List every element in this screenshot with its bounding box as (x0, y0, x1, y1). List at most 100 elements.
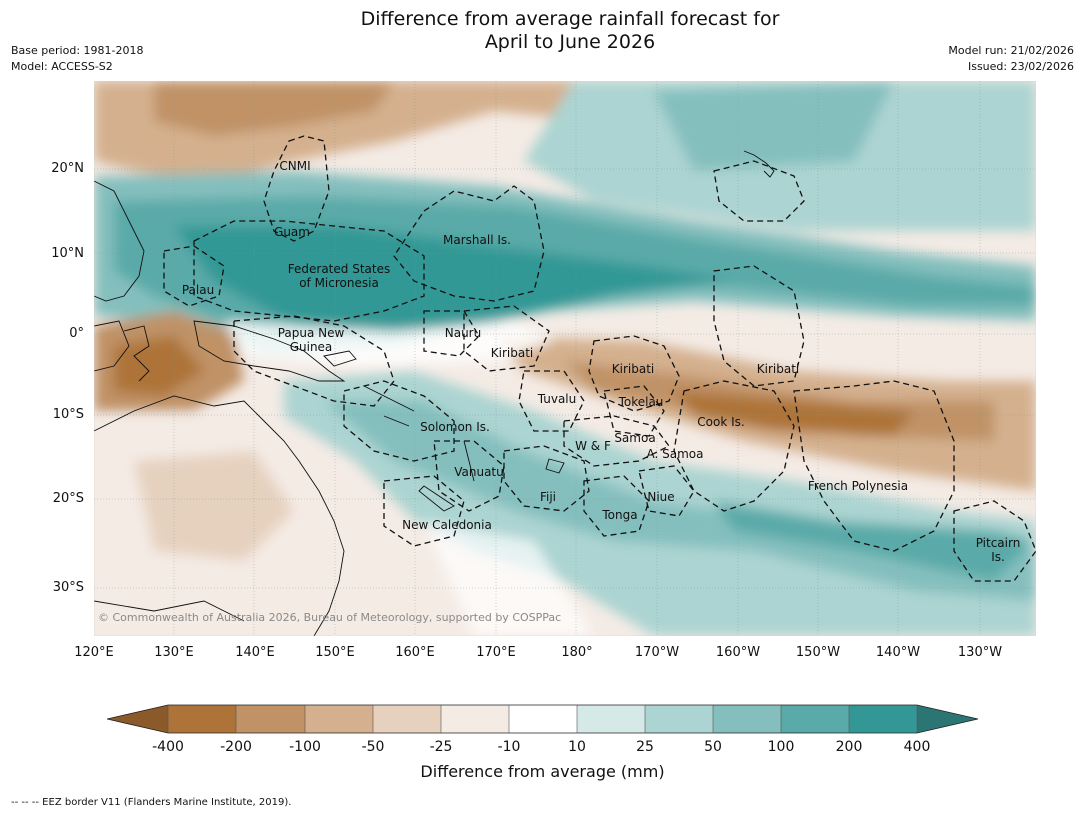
colorbar: -400 -200 -100 -50 -25 -10 10 25 50 100 … (107, 704, 979, 755)
label-samoa: Samoa (614, 431, 655, 445)
lon-label-140e: 140°E (235, 645, 275, 660)
eez-borders (163, 135, 1036, 582)
colorbar-tick-12: 400 (904, 739, 931, 755)
colorbar-swatch-2 (236, 705, 305, 733)
eez-tokelau (603, 385, 665, 437)
colorbar-dividers (167, 705, 918, 733)
colorbar-swatch-1 (168, 705, 236, 733)
coast-new-guinea (193, 320, 346, 382)
colorbar-swatch-3 (305, 705, 373, 733)
dry-australia-patch (134, 451, 294, 561)
eez-fiji (503, 445, 590, 512)
eez-png (233, 315, 395, 407)
colorbar-swatch-6 (509, 705, 577, 733)
label-new-caledonia: New Caledonia (402, 518, 492, 532)
eez-new-caledonia (383, 475, 465, 547)
dry-band-north-core (154, 81, 394, 136)
coast-vanuatu (463, 440, 475, 482)
colorbar-tick-7: 10 (568, 739, 586, 755)
eez-french-polynesia (793, 380, 955, 552)
eez-niue (638, 465, 695, 517)
place-labels: CNMI Guam Marshall Is. Federated States … (182, 159, 1020, 564)
model-name: Model: ACCESS-S2 (11, 60, 113, 73)
label-kiribati-central: Kiribati (612, 362, 654, 376)
dry-west-indonesia-core (114, 336, 204, 396)
lat-label-20n: 20°N (51, 161, 84, 176)
label-pitcairn-2: Is. (991, 550, 1005, 564)
lon-label-180: 180° (561, 645, 593, 660)
label-pitcairn-1: Pitcairn (976, 536, 1021, 550)
eez-cnmi-guam (263, 135, 330, 242)
lon-label-170e: 170°E (476, 645, 516, 660)
label-png-1: Papua New (278, 326, 345, 340)
meta-left: Base period: 1981-2018 Model: ACCESS-S2 (11, 43, 143, 75)
colorbar-tick-6: -10 (498, 739, 521, 755)
dry-tongue-max (674, 391, 914, 436)
colorbar-tick-11: 200 (836, 739, 863, 755)
eez-vanuatu (433, 440, 505, 512)
eez-cook (673, 380, 795, 512)
coast-borneo (94, 320, 130, 372)
eez-solomon (343, 380, 455, 462)
lon-label-120e: 120°E (74, 645, 114, 660)
lon-label-150w: 150°W (795, 645, 841, 660)
label-fsm-2: of Micronesia (299, 276, 379, 290)
colorbar-label: Difference from average (mm) (420, 762, 665, 781)
title-line-1: Difference from average rainfall forecas… (360, 8, 780, 30)
label-cnmi: CNMI (279, 159, 310, 173)
label-guam: Guam (274, 225, 310, 239)
label-nauru: Nauru (445, 326, 481, 340)
lon-label-160e: 160°E (395, 645, 435, 660)
colorbar-swatch-8 (645, 705, 713, 733)
label-french-polynesia: French Polynesia (808, 479, 908, 493)
coast-new-britain (323, 350, 357, 367)
label-american-samoa: A. Samoa (647, 447, 704, 461)
coastlines (94, 150, 775, 636)
eez-hawaii (713, 160, 805, 222)
eez-marshall (393, 185, 545, 302)
copyright-notice: © Commonwealth of Australia 2026, Bureau… (98, 611, 561, 624)
eez-kiribati-central (588, 335, 680, 412)
lon-label-170w: 170°W (634, 645, 680, 660)
eez-palau (163, 245, 225, 307)
colorbar-tick-3: -100 (289, 739, 321, 755)
model-run: Model run: 21/02/2026 (948, 44, 1074, 57)
label-marshall: Marshall Is. (443, 233, 511, 247)
colorbar-arrow-high (917, 705, 978, 733)
colorbar-tick-2: -200 (220, 739, 252, 755)
eez-fsm (193, 220, 425, 322)
label-wallis-futuna: W & F (575, 439, 611, 453)
colorbar-swatch-9 (713, 705, 781, 733)
lat-label-20s: 20°S (52, 491, 84, 506)
label-png-2: Guinea (290, 340, 333, 354)
label-palau: Palau (182, 283, 214, 297)
label-tuvalu: Tuvalu (537, 392, 577, 406)
meta-right: Model run: 21/02/2026 Issued: 23/02/2026 (948, 43, 1074, 75)
label-vanuatu: Vanuatu (454, 465, 504, 479)
label-kiribati-east: Kiribati (757, 362, 799, 376)
rainfall-anomaly-map[interactable]: CNMI Guam Marshall Is. Federated States … (94, 81, 1036, 636)
lat-label-eq: 0° (69, 326, 84, 341)
eez-tuvalu (518, 370, 585, 432)
colorbar-swatch-7 (577, 705, 645, 733)
colorbar-tick-8: 25 (636, 739, 654, 755)
label-solomon: Solomon Is. (420, 420, 490, 434)
colorbar-swatch-4 (373, 705, 441, 733)
label-fiji: Fiji (540, 490, 556, 504)
coast-hawaii (743, 150, 775, 178)
neutral-zone-south (424, 521, 594, 636)
label-niue: Niue (647, 490, 674, 504)
label-fsm-1: Federated States (288, 262, 390, 276)
coast-australia (94, 395, 345, 636)
label-cook: Cook Is. (697, 415, 744, 429)
colorbar-tick-9: 50 (704, 739, 722, 755)
colorbar-arrow-low (107, 705, 168, 733)
lon-label-150e: 150°E (315, 645, 355, 660)
eez-tonga (583, 475, 650, 537)
label-tonga: Tonga (601, 508, 637, 522)
lon-label-140w: 140°W (875, 645, 921, 660)
label-kiribati-west: Kiribati (491, 346, 533, 360)
graticule (94, 81, 1036, 636)
colorbar-tick-1: -400 (152, 739, 184, 755)
colorbar-swatch-10 (781, 705, 849, 733)
